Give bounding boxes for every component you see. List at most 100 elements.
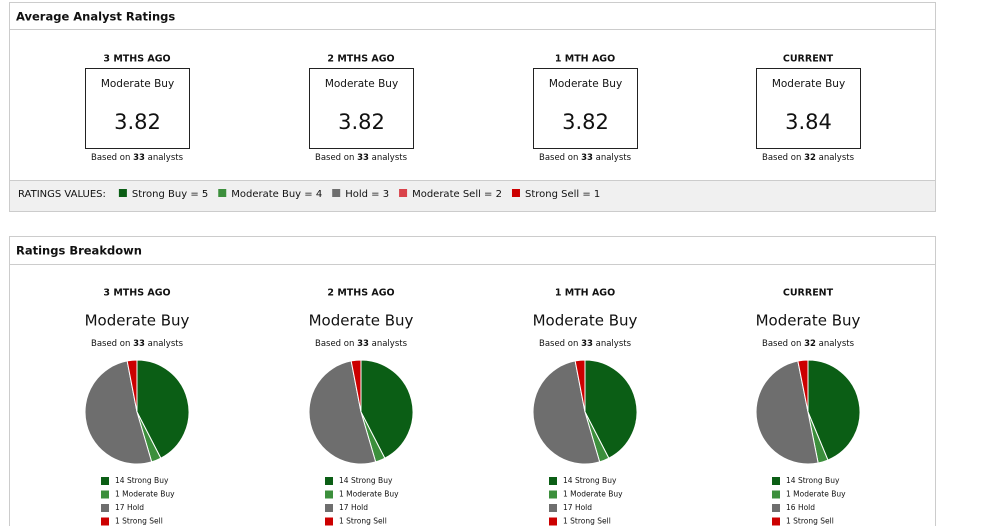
period-label: CURRENT <box>783 288 834 299</box>
legend-text: 17 Hold <box>339 503 368 512</box>
slice-count: 14 <box>115 476 125 485</box>
legend-swatch <box>118 189 127 197</box>
slice-count: 17 <box>563 503 573 512</box>
legend-swatch <box>325 477 333 485</box>
legend-swatch <box>399 189 408 197</box>
legend-text: Moderate Buy = 4 <box>231 189 322 200</box>
legend-title: RATINGS VALUES: <box>18 189 106 200</box>
slice-count: 1 <box>339 490 344 499</box>
legend-swatch <box>772 504 780 512</box>
rating-text: Moderate Buy <box>549 78 622 90</box>
period-label: 1 MTH AGO <box>555 54 615 65</box>
based-on: Based on 33 analysts <box>539 153 632 163</box>
slice-name: Hold <box>798 503 815 512</box>
rating-score: 3.82 <box>338 110 385 134</box>
rating-text: Moderate Buy <box>772 78 845 90</box>
legend-text: 1 Moderate Buy <box>563 490 623 499</box>
slice-count: 1 <box>115 517 120 526</box>
legend-text: Strong Buy = 5 <box>132 189 208 200</box>
rating-box <box>309 68 414 149</box>
slice-count: 1 <box>115 490 120 499</box>
based-on: Based on 33 analysts <box>315 153 408 163</box>
slice-count: 1 <box>339 517 344 526</box>
based-on-text: Based on <box>315 153 354 163</box>
slice-name: Strong Sell <box>346 517 387 526</box>
analysts-text: analysts <box>148 339 184 349</box>
slice-name: Hold <box>575 503 592 512</box>
slice-name: Hold <box>127 503 144 512</box>
legend-swatch <box>772 490 780 499</box>
legend-text: 1 Moderate Buy <box>786 490 846 499</box>
slice-name: Hold <box>351 503 368 512</box>
period-label: 3 MTHS AGO <box>103 288 170 299</box>
pie-slice <box>84 360 153 465</box>
analyst-count: 33 <box>133 153 145 163</box>
slice-name: Moderate Buy <box>122 490 175 499</box>
legend-swatch <box>325 490 333 499</box>
slice-count: 17 <box>339 503 349 512</box>
based-on-text: Based on <box>539 153 578 163</box>
rating-text: Moderate Buy <box>756 312 861 330</box>
legend-swatch <box>772 517 780 526</box>
legend-swatch <box>101 504 109 512</box>
legend-text: 14 Strong Buy <box>786 476 840 485</box>
pie-slice <box>532 360 601 465</box>
slice-count: 16 <box>786 503 796 512</box>
pie-slice <box>807 359 861 461</box>
based-on-text: Based on <box>762 153 801 163</box>
pie-slice <box>136 359 190 459</box>
analysts-text: analysts <box>372 339 408 349</box>
legend-swatch <box>549 517 557 526</box>
legend-swatch <box>325 517 333 526</box>
legend-swatch <box>332 189 341 197</box>
period-label: 2 MTHS AGO <box>327 288 394 299</box>
legend-text: 1 Strong Sell <box>115 517 163 526</box>
slice-name: Strong Sell <box>793 517 834 526</box>
legend-text: 14 Strong Buy <box>563 476 617 485</box>
legend-text: Moderate Sell = 2 <box>412 189 502 200</box>
legend-text: 14 Strong Buy <box>339 476 393 485</box>
legend-text: 1 Strong Sell <box>339 517 387 526</box>
slice-name: Moderate Buy <box>346 490 399 499</box>
legend-text: 1 Strong Sell <box>563 517 611 526</box>
legend-text: Strong Sell = 1 <box>525 189 600 200</box>
analyst-count: 33 <box>581 153 593 163</box>
slice-name: Strong Buy <box>351 476 393 485</box>
legend-swatch <box>772 477 780 485</box>
legend-swatch <box>549 477 557 485</box>
pie-slice <box>360 359 414 459</box>
rating-text: Moderate Buy <box>309 312 414 330</box>
based-on: Based on 32 analysts <box>762 339 855 349</box>
analyst-count: 33 <box>357 153 369 163</box>
analysts-text: analysts <box>372 153 408 163</box>
slice-count: 1 <box>563 490 568 499</box>
pie-slice <box>308 360 377 465</box>
slice-name: Strong Buy <box>127 476 169 485</box>
legend-text: 16 Hold <box>786 503 815 512</box>
based-on: Based on 33 analysts <box>91 339 184 349</box>
analysts-text: analysts <box>819 153 855 163</box>
rating-score: 3.84 <box>785 110 832 134</box>
pie-slice <box>584 359 638 459</box>
slice-name: Moderate Buy <box>570 490 623 499</box>
slice-name: Moderate Buy <box>793 490 846 499</box>
pie-slice <box>126 359 138 413</box>
analyst-count: 33 <box>357 339 369 349</box>
rating-text: Moderate Buy <box>325 78 398 90</box>
slice-count: 1 <box>786 517 791 526</box>
legend-swatch <box>511 189 520 197</box>
based-on-text: Based on <box>91 153 130 163</box>
analysts-text: analysts <box>819 339 855 349</box>
slice-count: 1 <box>786 490 791 499</box>
legend-swatch <box>218 189 227 197</box>
analysts-text: analysts <box>148 153 184 163</box>
rating-score: 3.82 <box>114 110 161 134</box>
panel-title: Average Analyst Ratings <box>16 10 175 24</box>
slice-name: Strong Buy <box>575 476 617 485</box>
analyst-count: 33 <box>133 339 145 349</box>
legend-text: 14 Strong Buy <box>115 476 169 485</box>
legend-swatch <box>325 504 333 512</box>
analyst-count: 32 <box>804 339 816 349</box>
period-label: 3 MTHS AGO <box>103 54 170 65</box>
